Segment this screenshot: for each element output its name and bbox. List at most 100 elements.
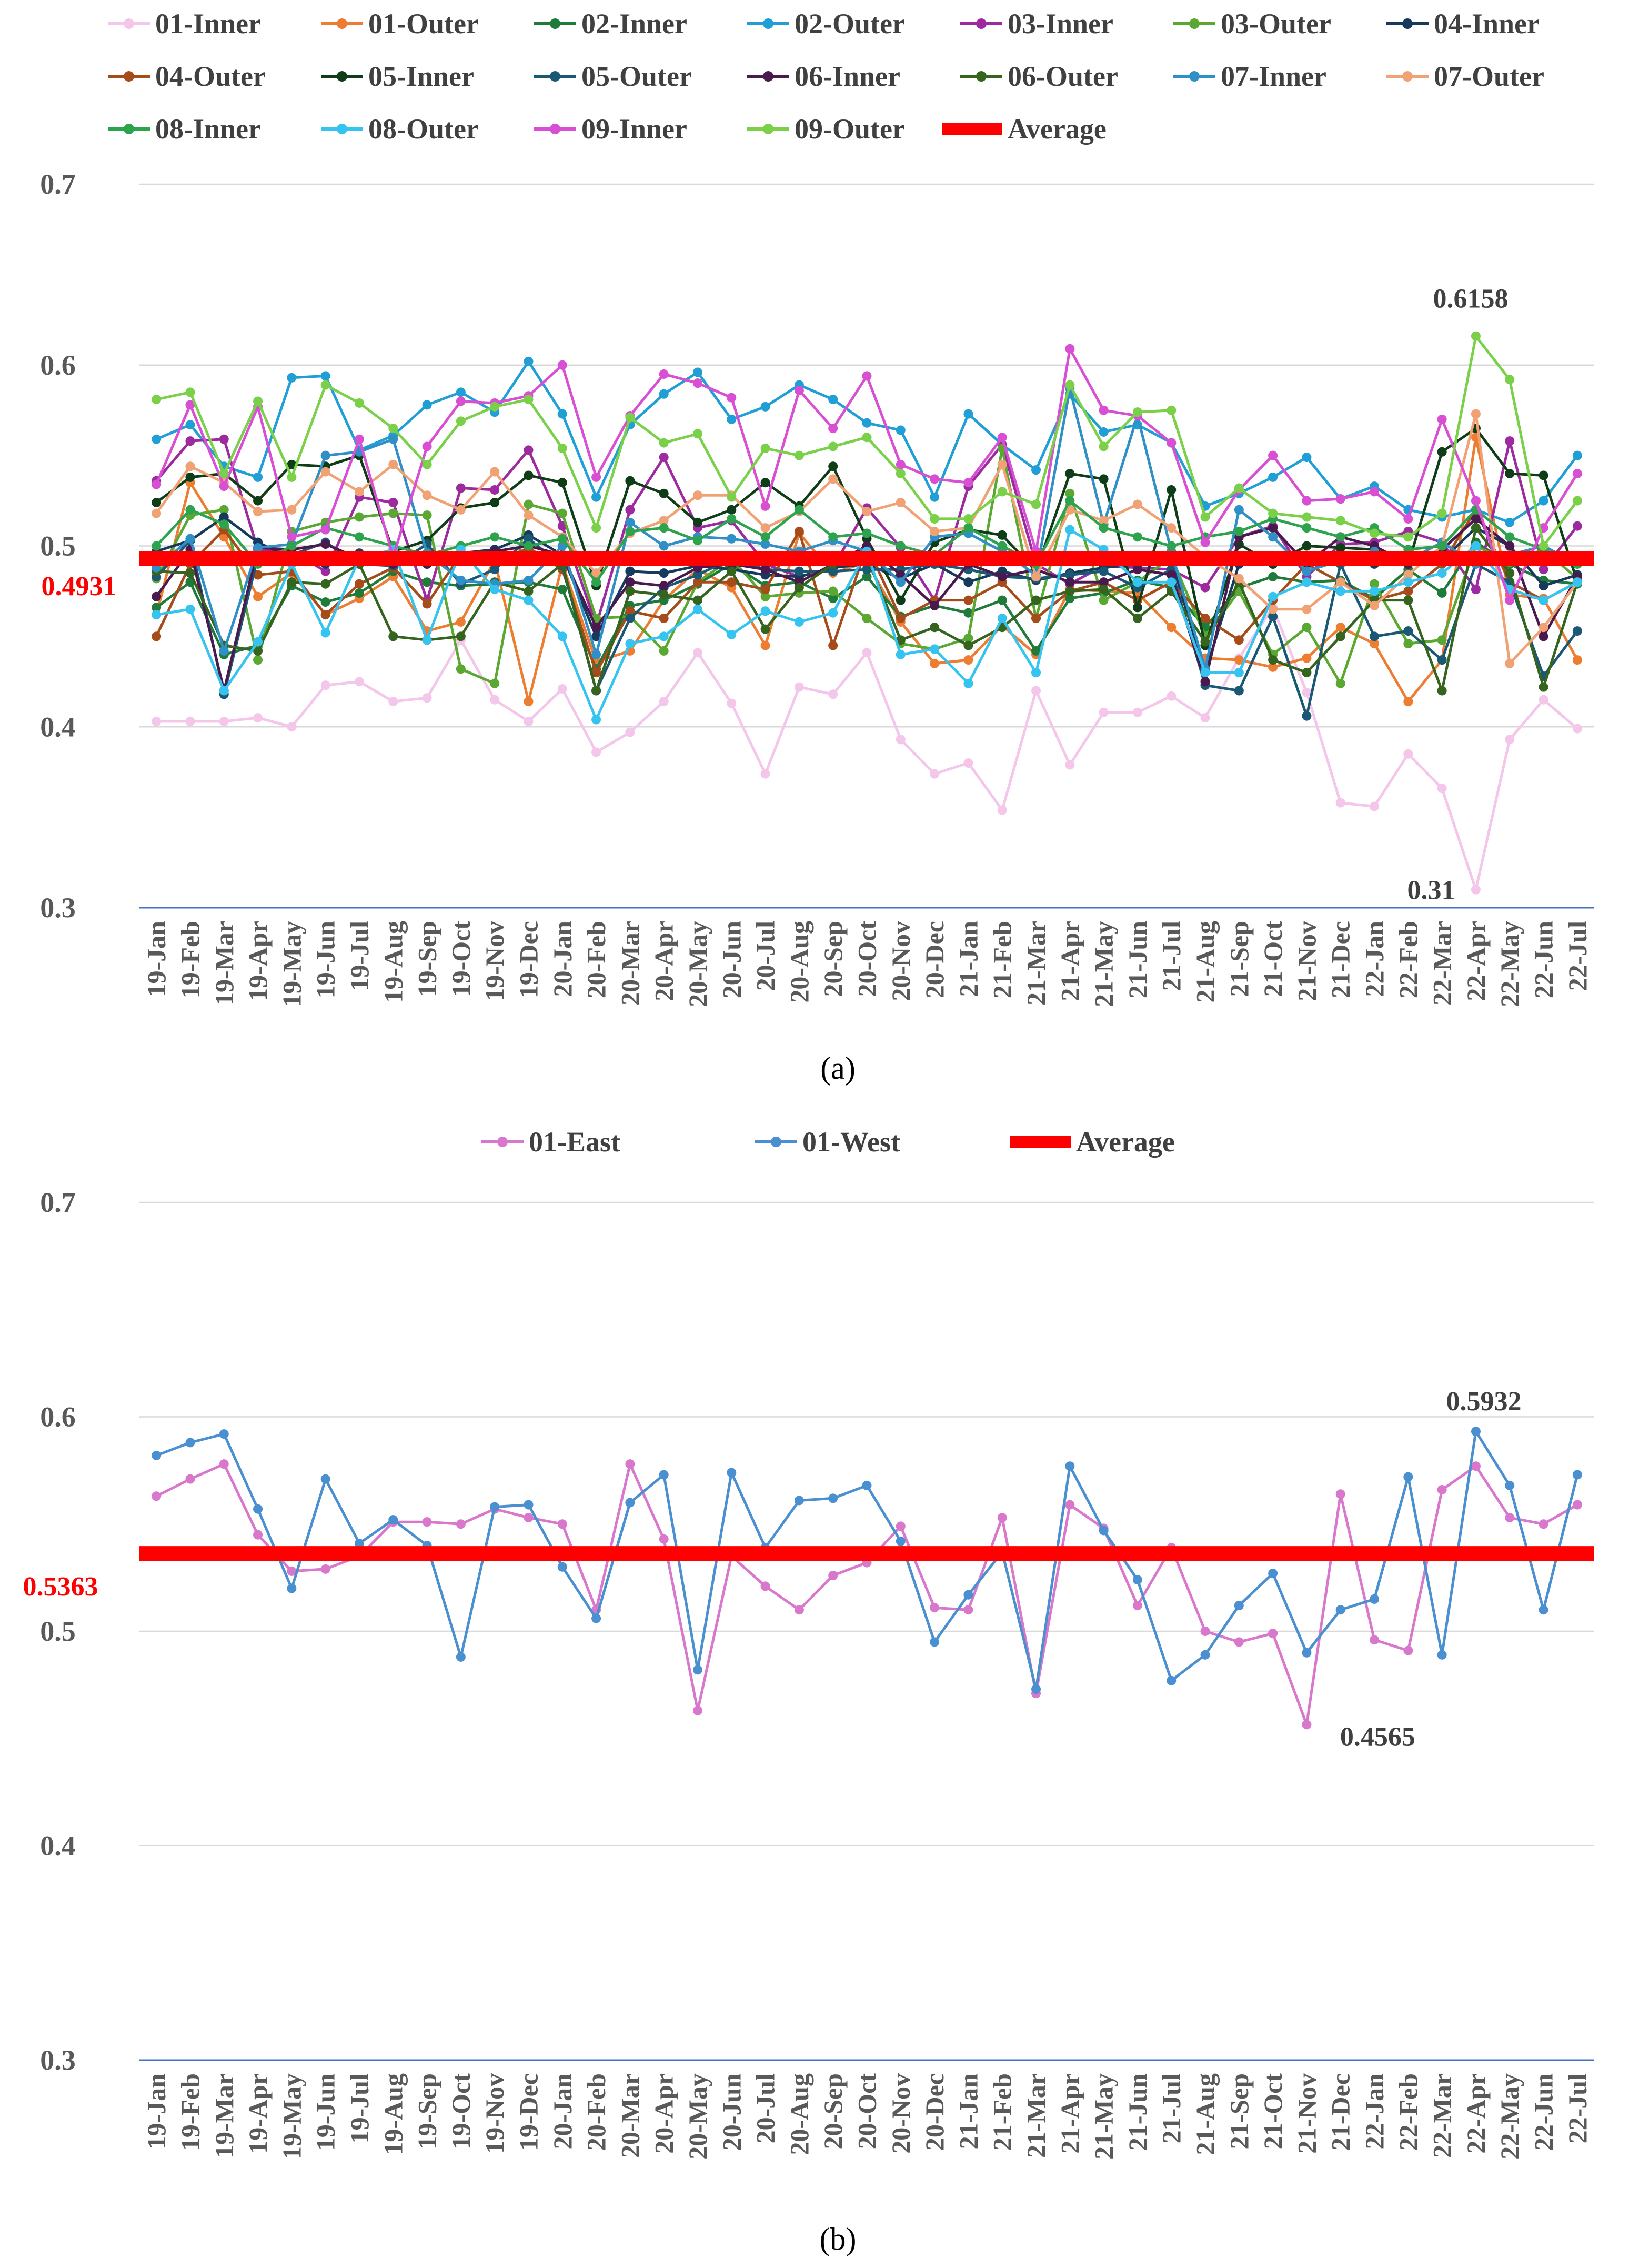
data-point bbox=[760, 624, 770, 634]
data-point bbox=[1031, 686, 1041, 696]
data-point bbox=[963, 758, 973, 768]
data-point bbox=[354, 398, 364, 408]
x-tick-label: 21-Jul bbox=[1157, 921, 1186, 991]
data-point bbox=[320, 610, 330, 620]
data-point bbox=[152, 610, 162, 620]
data-point bbox=[828, 1493, 838, 1503]
data-point bbox=[1572, 655, 1582, 665]
data-point bbox=[963, 514, 973, 524]
data-point bbox=[1099, 566, 1109, 576]
data-point bbox=[287, 532, 297, 542]
data-point bbox=[1505, 517, 1515, 527]
data-point bbox=[388, 1515, 398, 1525]
data-point bbox=[896, 498, 906, 507]
data-point bbox=[1471, 523, 1481, 533]
data-point bbox=[659, 590, 669, 600]
x-tick-label: 19-Aug bbox=[378, 921, 408, 1003]
x-tick-label: 20-Nov bbox=[886, 2073, 916, 2154]
data-point bbox=[828, 1571, 838, 1581]
data-point bbox=[1167, 1675, 1177, 1685]
data-point bbox=[1539, 631, 1548, 641]
data-point bbox=[456, 664, 466, 674]
data-point bbox=[1437, 686, 1447, 696]
data-point bbox=[422, 1517, 432, 1527]
data-point bbox=[1167, 577, 1177, 587]
x-tick-label: 20-Aug bbox=[785, 2073, 814, 2155]
data-point bbox=[1031, 668, 1041, 678]
data-point bbox=[1099, 595, 1109, 605]
data-point bbox=[1234, 686, 1244, 696]
data-point bbox=[1234, 668, 1244, 678]
data-point bbox=[625, 413, 635, 423]
data-point bbox=[524, 470, 534, 480]
legend-label: 06-Outer bbox=[1008, 61, 1118, 92]
data-point bbox=[862, 1480, 872, 1490]
data-point bbox=[760, 769, 770, 779]
data-point bbox=[320, 1474, 330, 1484]
data-point bbox=[1132, 499, 1142, 509]
y-tick-label: 0.5 bbox=[40, 530, 76, 562]
data-point bbox=[862, 371, 872, 381]
data-point bbox=[388, 498, 398, 507]
data-point bbox=[1505, 436, 1515, 446]
legend-marker bbox=[763, 71, 773, 82]
data-point bbox=[997, 571, 1007, 581]
data-point bbox=[253, 1504, 263, 1514]
data-point bbox=[625, 1459, 635, 1469]
data-point bbox=[490, 498, 500, 507]
data-point bbox=[253, 637, 263, 647]
data-point bbox=[692, 1705, 702, 1715]
data-point bbox=[320, 1564, 330, 1574]
data-point bbox=[896, 595, 906, 605]
data-point bbox=[727, 577, 737, 587]
y-tick-label: 0.3 bbox=[40, 892, 76, 924]
data-point bbox=[557, 478, 567, 488]
data-point bbox=[1370, 579, 1380, 589]
data-point bbox=[456, 387, 466, 397]
data-point bbox=[320, 579, 330, 589]
x-tick-label: 20-Jul bbox=[751, 921, 780, 991]
data-point bbox=[152, 716, 162, 726]
data-point bbox=[1031, 1684, 1041, 1694]
data-point bbox=[760, 478, 770, 488]
data-point bbox=[625, 586, 635, 596]
data-point bbox=[1539, 623, 1548, 633]
data-point bbox=[862, 507, 872, 517]
data-point bbox=[862, 565, 872, 575]
data-point bbox=[1065, 586, 1075, 596]
data-point bbox=[1539, 595, 1548, 605]
data-point bbox=[963, 633, 973, 643]
legend-marker bbox=[550, 71, 560, 82]
x-tick-label: 20-Aug bbox=[785, 921, 814, 1003]
x-tick-label: 21-Feb bbox=[988, 921, 1017, 998]
x-tick-label: 21-Mar bbox=[1021, 2073, 1051, 2158]
data-point bbox=[456, 631, 466, 641]
legend-label: 07-Outer bbox=[1434, 61, 1544, 92]
data-point bbox=[1505, 1513, 1515, 1523]
data-point bbox=[828, 586, 838, 596]
data-point bbox=[1403, 595, 1413, 605]
data-point bbox=[1335, 798, 1345, 808]
data-point bbox=[354, 487, 364, 497]
data-point bbox=[1302, 687, 1312, 697]
data-point bbox=[1403, 570, 1413, 580]
legend-label: 08-Outer bbox=[368, 113, 479, 145]
data-point bbox=[1572, 496, 1582, 506]
data-point bbox=[659, 438, 669, 448]
data-point bbox=[354, 532, 364, 542]
data-point bbox=[388, 424, 398, 434]
data-point bbox=[219, 512, 229, 522]
data-point bbox=[591, 668, 601, 678]
data-point bbox=[185, 716, 195, 726]
data-point bbox=[1505, 1480, 1515, 1490]
data-point bbox=[930, 492, 940, 502]
data-point bbox=[1234, 1601, 1244, 1611]
data-point bbox=[1234, 505, 1244, 515]
data-point bbox=[185, 461, 195, 471]
data-point bbox=[253, 496, 263, 506]
data-point bbox=[524, 395, 534, 405]
x-tick-label: 22-Jan bbox=[1360, 2073, 1389, 2150]
data-point bbox=[219, 481, 229, 491]
data-point bbox=[591, 686, 601, 696]
data-point bbox=[625, 577, 635, 587]
